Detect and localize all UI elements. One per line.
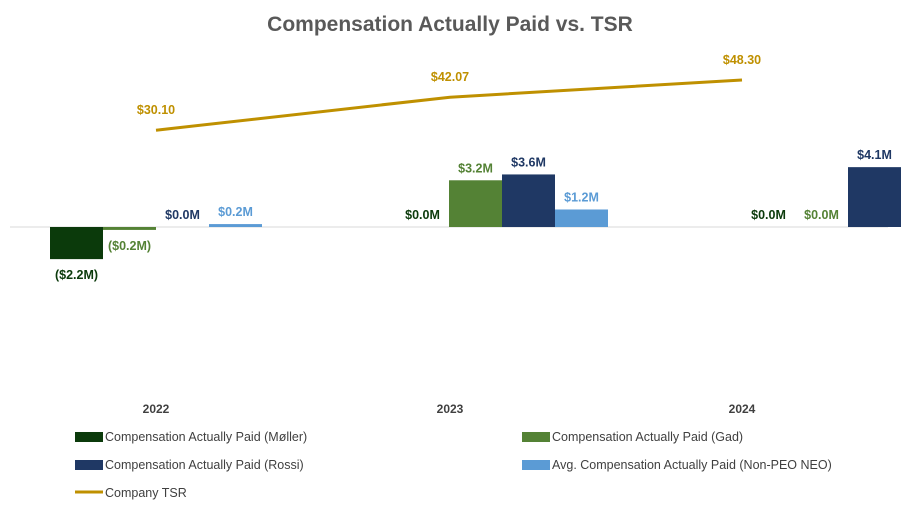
- data-label: $0.0M: [804, 208, 839, 222]
- legend-swatch: [522, 460, 550, 470]
- bar-1-2023: [449, 180, 502, 227]
- data-label: $4.1M: [857, 148, 892, 162]
- bar-2-2023: [502, 174, 555, 227]
- bar-0-2022: [50, 227, 103, 260]
- legend-label: Compensation Actually Paid (Gad): [552, 430, 743, 444]
- bar-3-2023: [555, 209, 608, 227]
- category-label: 2024: [729, 402, 756, 416]
- data-label: $0.0M: [405, 208, 440, 222]
- legend-label: Avg. Compensation Actually Paid (Non-PEO…: [552, 458, 832, 472]
- legend-swatch: [75, 460, 103, 470]
- tsr-label: $30.10: [137, 103, 175, 117]
- legend-label: Company TSR: [105, 486, 187, 500]
- data-label: ($0.2M): [108, 239, 151, 253]
- data-label: ($2.2M): [55, 268, 98, 282]
- bar-1-2022: [103, 227, 156, 230]
- data-label: $0.0M: [751, 208, 786, 222]
- data-label: $3.2M: [458, 161, 493, 175]
- tsr-label: $42.07: [431, 70, 469, 84]
- legend-label: Compensation Actually Paid (Rossi): [105, 458, 304, 472]
- data-label: $0.0M: [165, 208, 200, 222]
- category-label: 2022: [143, 402, 170, 416]
- data-label: $0.2M: [218, 205, 253, 219]
- legend-swatch: [75, 432, 103, 442]
- category-label: 2023: [437, 402, 464, 416]
- legend-swatch: [522, 432, 550, 442]
- chart-title: Compensation Actually Paid vs. TSR: [267, 13, 633, 36]
- data-label: $3.6M: [511, 155, 546, 169]
- bar-3-2022: [209, 224, 262, 227]
- data-label: $1.2M: [564, 190, 599, 204]
- bar-2-2024: [848, 167, 901, 227]
- tsr-label: $48.30: [723, 53, 761, 67]
- legend-label: Compensation Actually Paid (Møller): [105, 430, 307, 444]
- tsr-line: [155, 78, 743, 132]
